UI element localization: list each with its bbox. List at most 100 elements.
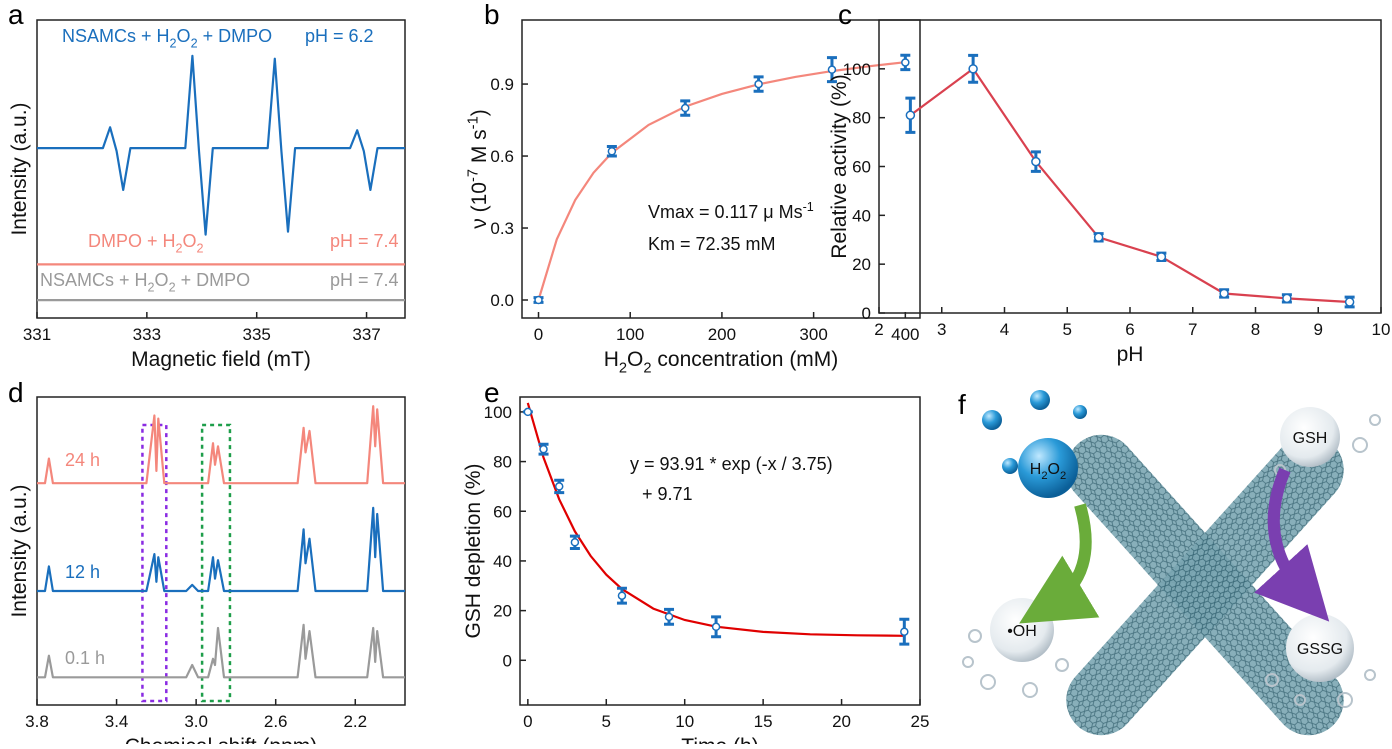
y-tick-label: 40	[493, 552, 512, 571]
text-part: concentration (mM)	[652, 348, 839, 371]
text-part: 2	[1041, 470, 1047, 482]
text-part: )	[468, 109, 491, 116]
series-line	[37, 54, 405, 236]
annotation: + 9.71	[642, 484, 693, 504]
plot-frame	[521, 19, 921, 319]
point	[905, 110, 916, 120]
plot-frame	[519, 396, 921, 706]
small-bubbles	[962, 414, 1381, 708]
droplet	[1073, 405, 1087, 419]
annotation: Km = 72.35 mM	[648, 234, 776, 254]
text-part: NSAMCs + H	[40, 270, 148, 290]
panel: e 0 5 10 15 20 25 0 20 40 60 80 100 Time (h) GSH deple…	[462, 377, 929, 749]
x-tick-label: 100	[616, 325, 644, 344]
x-tick-label: 7	[1188, 320, 1197, 339]
series-condition: pH = 7.4	[330, 270, 399, 290]
text-part: Vmax = 0.117 μ Ms	[648, 202, 803, 222]
point	[607, 146, 617, 156]
panel-letter: a	[8, 0, 24, 30]
x-tick-label: 15	[754, 712, 773, 731]
y-tick-label: 0.6	[490, 147, 514, 166]
y-tick-label: 100	[843, 60, 871, 79]
text-part: 2	[619, 360, 627, 376]
point	[901, 58, 910, 67]
text-part: O	[1048, 461, 1060, 478]
x-tick-label: 10	[675, 712, 694, 731]
x-tick-label: 335	[243, 325, 271, 344]
y-tick-label: 40	[852, 206, 871, 225]
x-tick-label: 331	[23, 325, 51, 344]
x-axis-label: H2O2 concentration (mM)	[604, 348, 839, 376]
annotation: y = 93.91 * exp (-x / 3.75)	[630, 454, 833, 474]
text-part: + DMPO	[198, 26, 273, 46]
x-tick-label: 20	[832, 712, 851, 731]
annotation: Vmax = 0.117 μ Ms-1	[648, 200, 814, 222]
point	[554, 482, 564, 491]
diagram-label: H2O2	[1030, 461, 1066, 482]
y-tick-label: 0.3	[490, 219, 514, 238]
text-part: 2	[148, 280, 155, 294]
text-part: 2	[191, 36, 198, 50]
x-axis-label: Magnetic field (mT)	[131, 348, 311, 371]
text-part: 2	[1060, 470, 1066, 482]
text-part: O	[627, 348, 643, 371]
diagram-f: f H2O2 GSH •OH GSSG	[958, 389, 1381, 736]
text-part: 2	[170, 36, 177, 50]
x-tick-label: 2.2	[343, 712, 367, 731]
point	[900, 627, 909, 636]
y-tick-label: 80	[852, 109, 871, 128]
text-part: O	[155, 270, 169, 290]
point	[968, 64, 978, 74]
panel-letter: e	[484, 377, 500, 408]
y-tick-label: 80	[493, 453, 512, 472]
y-tick-label: 60	[852, 158, 871, 177]
text-part: 2	[197, 241, 204, 255]
panel-letter: b	[484, 0, 500, 30]
x-tick-label: 6	[1125, 320, 1134, 339]
text-part: 2	[643, 360, 651, 376]
series-condition: pH = 7.4	[330, 231, 399, 251]
y-axis-label: ν (10-7 M s-1)	[466, 109, 491, 228]
x-tick-label: 3.4	[105, 712, 129, 731]
series-line	[37, 506, 405, 593]
y-tick-label: 0.9	[490, 75, 514, 94]
droplet	[1002, 458, 1018, 474]
x-tick-label: 200	[708, 325, 736, 344]
x-tick-label: 4	[1000, 320, 1009, 339]
plot-frame	[878, 19, 1382, 314]
series-label: NSAMCs + H2O2 + DMPO	[62, 26, 272, 50]
point	[754, 79, 763, 89]
point	[711, 622, 721, 632]
diagram-label: GSSG	[1297, 641, 1343, 658]
point	[1344, 297, 1355, 307]
x-tick-label: 3.8	[25, 712, 49, 731]
series-label: 24 h	[65, 450, 100, 470]
droplet	[982, 410, 1002, 430]
x-tick-label: 0	[523, 712, 532, 731]
x-tick-label: 9	[1314, 320, 1323, 339]
text-part: DMPO + H	[88, 231, 176, 251]
point	[570, 538, 580, 547]
diagram-label: •OH	[1007, 623, 1037, 640]
point	[1219, 288, 1229, 299]
point	[827, 65, 837, 74]
x-tick-label: 333	[133, 325, 161, 344]
x-tick-label: 10	[1372, 320, 1391, 339]
x-tick-label: 2	[874, 320, 883, 339]
series-line	[909, 67, 1350, 304]
text-part: M s	[468, 129, 491, 169]
point	[534, 295, 543, 305]
y-tick-label: 0	[862, 304, 871, 323]
point	[539, 444, 548, 454]
x-tick-label: 3.0	[184, 712, 208, 731]
fit-line	[526, 402, 905, 637]
series-line	[37, 405, 405, 485]
panel-letter: c	[838, 0, 852, 30]
text-part: 2	[176, 241, 183, 255]
x-axis-label: Chemical shift (ppm)	[125, 735, 318, 744]
series-condition: pH = 6.2	[305, 26, 374, 46]
